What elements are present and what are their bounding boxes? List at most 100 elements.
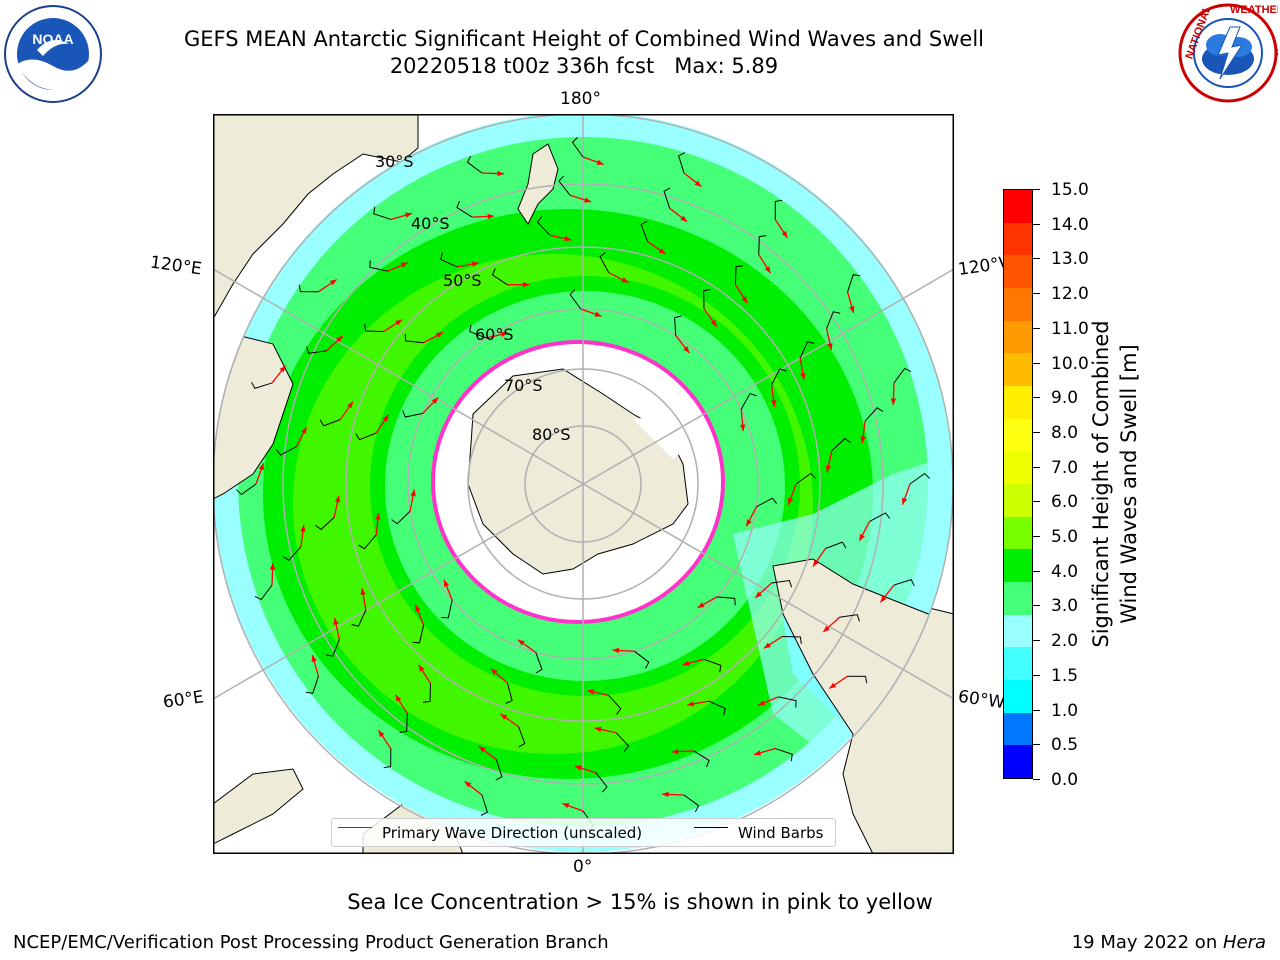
colorbar-tick-label: 5.0 — [1033, 527, 1078, 547]
lat-label-80s: 80°S — [532, 425, 571, 444]
colorbar-tick-label: 8.0 — [1033, 423, 1078, 443]
wave-direction-legend-line — [338, 827, 372, 828]
wave-arrow-head — [849, 305, 855, 313]
wind-barb — [826, 311, 841, 329]
wind-barb — [771, 579, 793, 588]
wave-arrow-head — [333, 618, 339, 625]
wind-barb — [825, 541, 847, 549]
sea-ice-note: Sea Ice Concentration > 15% is shown in … — [347, 890, 933, 914]
wave-arrow-head — [300, 524, 306, 532]
colorbar-tick-label: 6.0 — [1033, 492, 1078, 512]
colorbar-segment — [1004, 549, 1032, 583]
wave-arrow-head — [902, 497, 908, 505]
colorbar-tick-label: 11.0 — [1033, 319, 1089, 339]
wave-arrow-head — [471, 261, 479, 267]
wave-arrow-head — [800, 372, 806, 380]
lat-label-60s: 60°S — [475, 325, 514, 344]
wave-arrow-head — [662, 791, 669, 798]
colorbar-segment — [1004, 614, 1032, 648]
colorbar — [1003, 189, 1033, 779]
wave-arrow-head — [823, 625, 830, 633]
wind-barb — [480, 794, 488, 816]
polar-map: 30°S 40°S 50°S 60°S 70°S 80°S — [213, 114, 954, 854]
wind-barb — [693, 750, 710, 768]
wind-barb — [251, 381, 273, 389]
wind-barb — [708, 700, 726, 716]
wind-barb — [703, 658, 722, 673]
colorbar-tick-label: 3.0 — [1033, 596, 1078, 616]
wave-arrow-head — [710, 319, 717, 327]
colorbar-segment — [1004, 353, 1032, 387]
wave-arrow-head — [574, 765, 582, 771]
wave-arrow-head — [859, 534, 865, 541]
lat-label-70s: 70°S — [504, 376, 543, 395]
wind-barb — [847, 675, 868, 684]
noaa-logo: NOAA — [4, 5, 102, 103]
colorbar-tick-label: 14.0 — [1033, 215, 1089, 235]
wind-barb — [782, 635, 802, 645]
lon-label-60w: 60°W — [956, 686, 1007, 714]
wind-barb — [383, 748, 392, 769]
wind-barb — [466, 155, 483, 174]
wave-arrow-head — [395, 319, 403, 326]
svg-text:WEATHER: WEATHER — [1230, 4, 1278, 16]
colorbar-tick-label: 7.0 — [1033, 458, 1078, 478]
colorbar-tick-label: 15.0 — [1033, 180, 1089, 200]
colorbar-segment — [1004, 680, 1032, 714]
wave-arrow-head — [490, 668, 498, 676]
wind-barb — [558, 175, 571, 196]
lon-label-0: 0° — [573, 857, 593, 877]
wave-direction-legend-label: Primary Wave Direction (unscaled) — [382, 824, 643, 842]
wave-arrow-head — [487, 213, 495, 220]
wind-barb — [535, 652, 543, 674]
wave-arrow-head — [279, 365, 286, 373]
new-zealand-landmass — [517, 143, 559, 225]
colorbar-tick-label: 2.0 — [1033, 631, 1078, 651]
africa-landmass — [213, 768, 304, 845]
wind-barbs — [236, 137, 930, 831]
wave-arrow-head — [682, 660, 690, 666]
wind-barb — [595, 772, 608, 793]
wave-arrow-head — [395, 694, 402, 702]
wind-barb — [864, 407, 884, 422]
wave-arrow-head — [770, 400, 777, 407]
wind-barb — [634, 650, 650, 669]
colorbar-segment — [1004, 516, 1032, 550]
colorbar-tick-label: 1.5 — [1033, 666, 1078, 686]
wind-barb — [469, 324, 487, 339]
wind-barb — [831, 437, 851, 452]
wave-arrow-head — [860, 436, 866, 444]
wave-arrow-head — [812, 559, 819, 567]
colorbar-segment — [1004, 418, 1032, 452]
wave-arrow-head — [382, 414, 389, 422]
wind-barb — [839, 614, 860, 622]
wave-direction-arrows — [255, 156, 911, 812]
wave-arrow-head — [360, 588, 366, 596]
wind-barb — [412, 625, 425, 644]
colorbar-tick-label: 10.0 — [1033, 354, 1089, 374]
colorbar-tick-label: 0.5 — [1033, 735, 1078, 755]
wave-arrow-head — [788, 497, 794, 505]
wind-barb — [254, 584, 273, 601]
wave-arrow-head — [522, 281, 530, 288]
wave-arrow-head — [329, 279, 337, 286]
date-text: 19 May 2022 on — [1071, 932, 1223, 953]
wave-arrow-head — [755, 591, 762, 598]
wave-arrow-head — [415, 604, 421, 612]
lon-label-180: 180° — [560, 89, 601, 109]
colorbar-segment — [1004, 255, 1032, 289]
wave-arrow-head — [478, 746, 486, 753]
wind-barb — [422, 683, 432, 703]
wind-barb — [778, 696, 797, 708]
wind-barb — [716, 596, 736, 606]
colorbar-segment — [1004, 647, 1032, 681]
wave-arrow-head — [890, 398, 897, 405]
wave-arrow-head — [671, 748, 679, 755]
wind-barb — [536, 216, 551, 236]
wave-arrow-head — [694, 180, 702, 187]
colorbar-segment — [1004, 712, 1032, 746]
lon-label-60e: 60°E — [161, 687, 206, 713]
wave-arrow-head — [739, 424, 746, 432]
wind-barb — [774, 199, 783, 220]
wave-arrow-head — [764, 266, 771, 274]
